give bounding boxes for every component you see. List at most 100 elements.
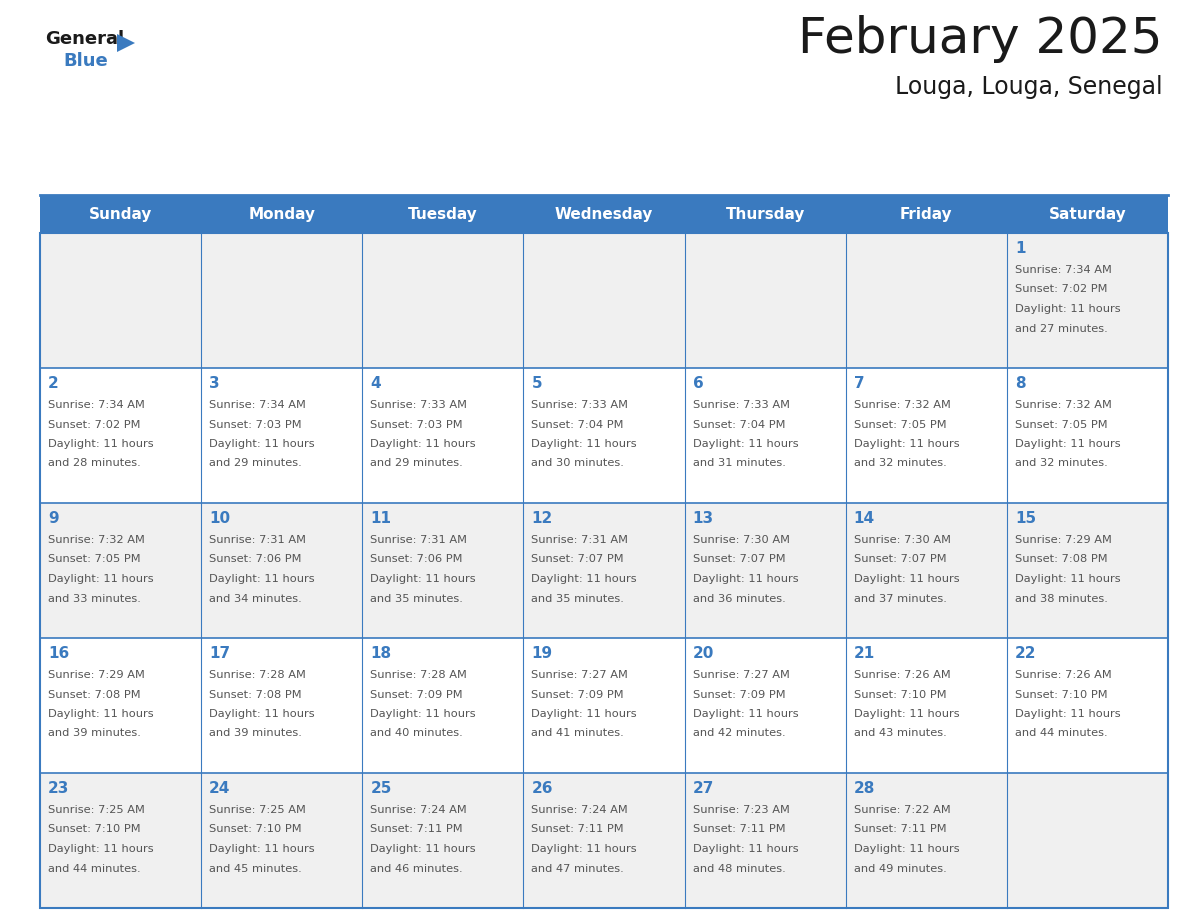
Text: Sunset: 7:05 PM: Sunset: 7:05 PM bbox=[854, 420, 947, 430]
Text: Sunrise: 7:32 AM: Sunrise: 7:32 AM bbox=[1015, 400, 1112, 410]
Text: and 35 minutes.: and 35 minutes. bbox=[371, 594, 463, 603]
Text: Sunset: 7:06 PM: Sunset: 7:06 PM bbox=[209, 554, 302, 565]
Text: 8: 8 bbox=[1015, 376, 1025, 391]
Text: and 27 minutes.: and 27 minutes. bbox=[1015, 323, 1107, 333]
Text: and 39 minutes.: and 39 minutes. bbox=[209, 729, 302, 738]
Text: 19: 19 bbox=[531, 646, 552, 661]
Text: Sunset: 7:09 PM: Sunset: 7:09 PM bbox=[531, 689, 624, 700]
Text: Thursday: Thursday bbox=[726, 207, 804, 221]
Text: 24: 24 bbox=[209, 781, 230, 796]
Polygon shape bbox=[116, 34, 135, 52]
Text: and 45 minutes.: and 45 minutes. bbox=[209, 864, 302, 874]
Text: 16: 16 bbox=[48, 646, 69, 661]
Text: Sunrise: 7:24 AM: Sunrise: 7:24 AM bbox=[531, 805, 628, 815]
Text: and 40 minutes.: and 40 minutes. bbox=[371, 729, 463, 738]
Text: Daylight: 11 hours: Daylight: 11 hours bbox=[1015, 304, 1120, 314]
Text: Sunrise: 7:31 AM: Sunrise: 7:31 AM bbox=[531, 535, 628, 545]
Text: 17: 17 bbox=[209, 646, 230, 661]
Text: 12: 12 bbox=[531, 511, 552, 526]
Text: Sunset: 7:02 PM: Sunset: 7:02 PM bbox=[48, 420, 140, 430]
Text: and 28 minutes.: and 28 minutes. bbox=[48, 458, 140, 468]
Text: 5: 5 bbox=[531, 376, 542, 391]
Text: Sunset: 7:07 PM: Sunset: 7:07 PM bbox=[531, 554, 624, 565]
Text: Sunrise: 7:33 AM: Sunrise: 7:33 AM bbox=[531, 400, 628, 410]
Text: 7: 7 bbox=[854, 376, 865, 391]
Text: Sunrise: 7:34 AM: Sunrise: 7:34 AM bbox=[48, 400, 145, 410]
Text: Daylight: 11 hours: Daylight: 11 hours bbox=[48, 574, 153, 584]
Text: Daylight: 11 hours: Daylight: 11 hours bbox=[854, 709, 960, 719]
Text: Daylight: 11 hours: Daylight: 11 hours bbox=[48, 439, 153, 449]
Bar bbox=[40, 368, 1168, 503]
Text: Daylight: 11 hours: Daylight: 11 hours bbox=[854, 844, 960, 854]
Text: Sunset: 7:10 PM: Sunset: 7:10 PM bbox=[854, 689, 947, 700]
Text: Sunset: 7:03 PM: Sunset: 7:03 PM bbox=[371, 420, 463, 430]
Text: 26: 26 bbox=[531, 781, 552, 796]
Text: Wednesday: Wednesday bbox=[555, 207, 653, 221]
Text: and 43 minutes.: and 43 minutes. bbox=[854, 729, 947, 738]
Text: Sunrise: 7:28 AM: Sunrise: 7:28 AM bbox=[209, 670, 307, 680]
Text: Sunset: 7:04 PM: Sunset: 7:04 PM bbox=[531, 420, 624, 430]
Text: 28: 28 bbox=[854, 781, 876, 796]
Text: Sunset: 7:10 PM: Sunset: 7:10 PM bbox=[1015, 689, 1107, 700]
Text: Sunset: 7:02 PM: Sunset: 7:02 PM bbox=[1015, 285, 1107, 295]
Text: Monday: Monday bbox=[248, 207, 315, 221]
Text: Sunrise: 7:23 AM: Sunrise: 7:23 AM bbox=[693, 805, 790, 815]
Text: Sunset: 7:08 PM: Sunset: 7:08 PM bbox=[1015, 554, 1107, 565]
Text: Sunrise: 7:24 AM: Sunrise: 7:24 AM bbox=[371, 805, 467, 815]
Text: Sunrise: 7:33 AM: Sunrise: 7:33 AM bbox=[693, 400, 790, 410]
Text: Sunrise: 7:33 AM: Sunrise: 7:33 AM bbox=[371, 400, 467, 410]
Text: 21: 21 bbox=[854, 646, 876, 661]
Text: Sunset: 7:11 PM: Sunset: 7:11 PM bbox=[693, 824, 785, 834]
Text: and 32 minutes.: and 32 minutes. bbox=[854, 458, 947, 468]
Text: and 34 minutes.: and 34 minutes. bbox=[209, 594, 302, 603]
Text: and 38 minutes.: and 38 minutes. bbox=[1015, 594, 1107, 603]
Text: Sunday: Sunday bbox=[89, 207, 152, 221]
Text: Sunrise: 7:34 AM: Sunrise: 7:34 AM bbox=[1015, 265, 1112, 275]
Text: Daylight: 11 hours: Daylight: 11 hours bbox=[693, 574, 798, 584]
Text: and 32 minutes.: and 32 minutes. bbox=[1015, 458, 1107, 468]
Text: Sunrise: 7:25 AM: Sunrise: 7:25 AM bbox=[48, 805, 145, 815]
Text: Sunset: 7:10 PM: Sunset: 7:10 PM bbox=[48, 824, 140, 834]
Text: 13: 13 bbox=[693, 511, 714, 526]
Text: Sunset: 7:03 PM: Sunset: 7:03 PM bbox=[209, 420, 302, 430]
Text: General: General bbox=[45, 30, 124, 48]
Text: Saturday: Saturday bbox=[1049, 207, 1126, 221]
Text: Sunrise: 7:28 AM: Sunrise: 7:28 AM bbox=[371, 670, 467, 680]
Bar bbox=[40, 195, 1168, 233]
Text: Sunrise: 7:29 AM: Sunrise: 7:29 AM bbox=[48, 670, 145, 680]
Text: Sunrise: 7:29 AM: Sunrise: 7:29 AM bbox=[1015, 535, 1112, 545]
Bar bbox=[40, 638, 1168, 773]
Text: Sunset: 7:09 PM: Sunset: 7:09 PM bbox=[693, 689, 785, 700]
Text: Daylight: 11 hours: Daylight: 11 hours bbox=[854, 574, 960, 584]
Text: Sunset: 7:11 PM: Sunset: 7:11 PM bbox=[531, 824, 624, 834]
Bar bbox=[40, 233, 1168, 908]
Text: Blue: Blue bbox=[63, 52, 108, 70]
Text: and 33 minutes.: and 33 minutes. bbox=[48, 594, 141, 603]
Text: and 35 minutes.: and 35 minutes. bbox=[531, 594, 625, 603]
Text: Tuesday: Tuesday bbox=[407, 207, 478, 221]
Text: Louga, Louga, Senegal: Louga, Louga, Senegal bbox=[896, 75, 1163, 99]
Text: and 46 minutes.: and 46 minutes. bbox=[371, 864, 463, 874]
Text: and 42 minutes.: and 42 minutes. bbox=[693, 729, 785, 738]
Text: 2: 2 bbox=[48, 376, 58, 391]
Text: Sunset: 7:11 PM: Sunset: 7:11 PM bbox=[854, 824, 947, 834]
Text: 3: 3 bbox=[209, 376, 220, 391]
Text: Daylight: 11 hours: Daylight: 11 hours bbox=[1015, 709, 1120, 719]
Text: and 36 minutes.: and 36 minutes. bbox=[693, 594, 785, 603]
Text: and 44 minutes.: and 44 minutes. bbox=[1015, 729, 1107, 738]
Text: Daylight: 11 hours: Daylight: 11 hours bbox=[531, 844, 637, 854]
Text: Sunrise: 7:22 AM: Sunrise: 7:22 AM bbox=[854, 805, 950, 815]
Text: 18: 18 bbox=[371, 646, 391, 661]
Text: Sunset: 7:07 PM: Sunset: 7:07 PM bbox=[693, 554, 785, 565]
Text: Sunrise: 7:31 AM: Sunrise: 7:31 AM bbox=[209, 535, 307, 545]
Text: Sunset: 7:10 PM: Sunset: 7:10 PM bbox=[209, 824, 302, 834]
Text: Sunrise: 7:30 AM: Sunrise: 7:30 AM bbox=[854, 535, 950, 545]
Text: February 2025: February 2025 bbox=[798, 15, 1163, 63]
Text: Daylight: 11 hours: Daylight: 11 hours bbox=[209, 709, 315, 719]
Bar bbox=[40, 503, 1168, 638]
Text: 15: 15 bbox=[1015, 511, 1036, 526]
Text: Sunrise: 7:25 AM: Sunrise: 7:25 AM bbox=[209, 805, 307, 815]
Text: and 39 minutes.: and 39 minutes. bbox=[48, 729, 141, 738]
Text: 23: 23 bbox=[48, 781, 69, 796]
Text: Daylight: 11 hours: Daylight: 11 hours bbox=[1015, 439, 1120, 449]
